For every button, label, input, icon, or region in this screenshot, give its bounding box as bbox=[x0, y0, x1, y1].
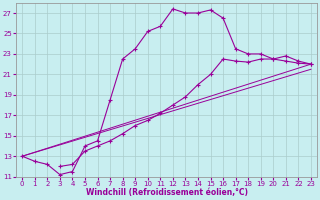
X-axis label: Windchill (Refroidissement éolien,°C): Windchill (Refroidissement éolien,°C) bbox=[85, 188, 248, 197]
